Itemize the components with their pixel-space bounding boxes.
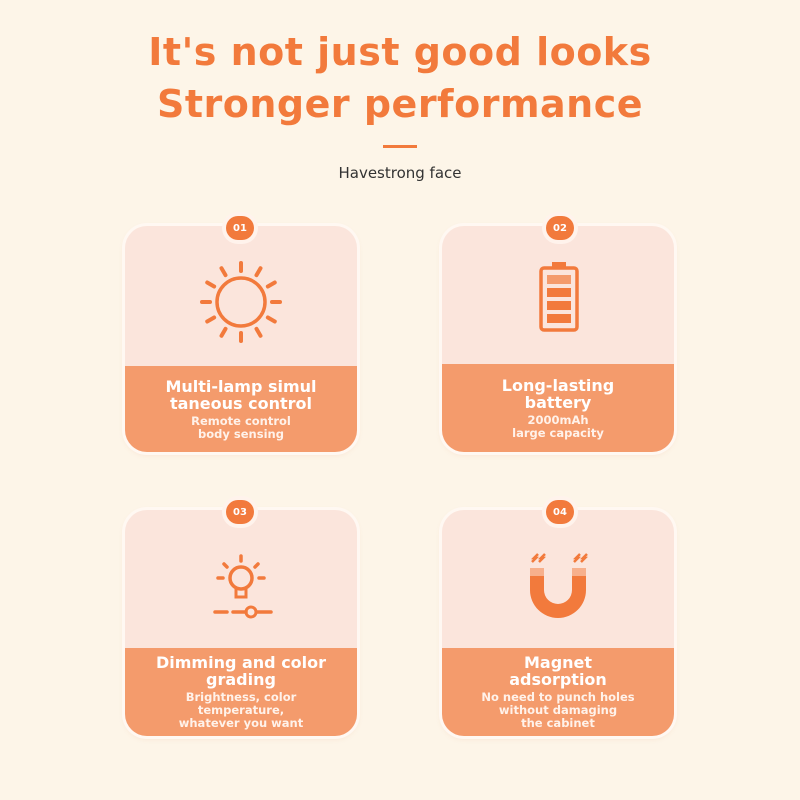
headline-2: Stronger performance (156, 82, 644, 126)
sun-ray (265, 280, 277, 289)
sun-ray (219, 326, 228, 338)
feature-title: Multi-lamp simul taneous control (165, 376, 317, 413)
battery-icon (539, 262, 579, 332)
feature-title: Long-lasting battery (501, 375, 615, 412)
dimmer-bulb-icon (213, 554, 273, 619)
feature-desc: No need to punch holes (481, 690, 635, 704)
sun-icon (200, 261, 282, 343)
feature-card-2: Long-lasting battery 2000mAh large capaci… (442, 226, 674, 452)
sun-ray (254, 326, 263, 338)
feature-desc: large capacity (512, 425, 604, 440)
sun-ray (205, 315, 217, 324)
feature-desc: Remote control (191, 413, 291, 428)
feature-card-4: Magnet adsorption No need to punch holes… (442, 510, 674, 736)
number-badge: 03 (226, 500, 254, 524)
feature-desc: temperature, (197, 703, 285, 717)
magnet-icon (530, 553, 589, 618)
feature-card-1: Multi-lamp simul taneous control Remote … (125, 226, 357, 452)
subtitle: Havestrong face (338, 164, 462, 182)
number-badge: 02 (546, 216, 574, 240)
feature-card-3: Dimming and color grading Brightness, co… (125, 510, 357, 736)
feature-desc: Brightness, color (185, 690, 297, 704)
feature-desc: without damaging (498, 703, 618, 717)
headline-1: It's not just good looks (148, 30, 652, 74)
number-badge: 04 (546, 500, 574, 524)
sun-ray (219, 266, 228, 278)
feature-desc: the cabinet (521, 716, 595, 730)
number-badge: 01 (226, 216, 254, 240)
feature-desc: whatever you want (178, 716, 304, 730)
feature-desc: body sensing (198, 426, 284, 441)
feature-title: Dimming and color grading (155, 653, 327, 689)
divider (383, 145, 417, 148)
sun-ray (254, 266, 263, 278)
sun-ray (265, 315, 277, 324)
feature-title: Magnet adsorption (509, 653, 607, 689)
sun-ray (205, 280, 217, 289)
feature-desc: 2000mAh (527, 412, 589, 427)
